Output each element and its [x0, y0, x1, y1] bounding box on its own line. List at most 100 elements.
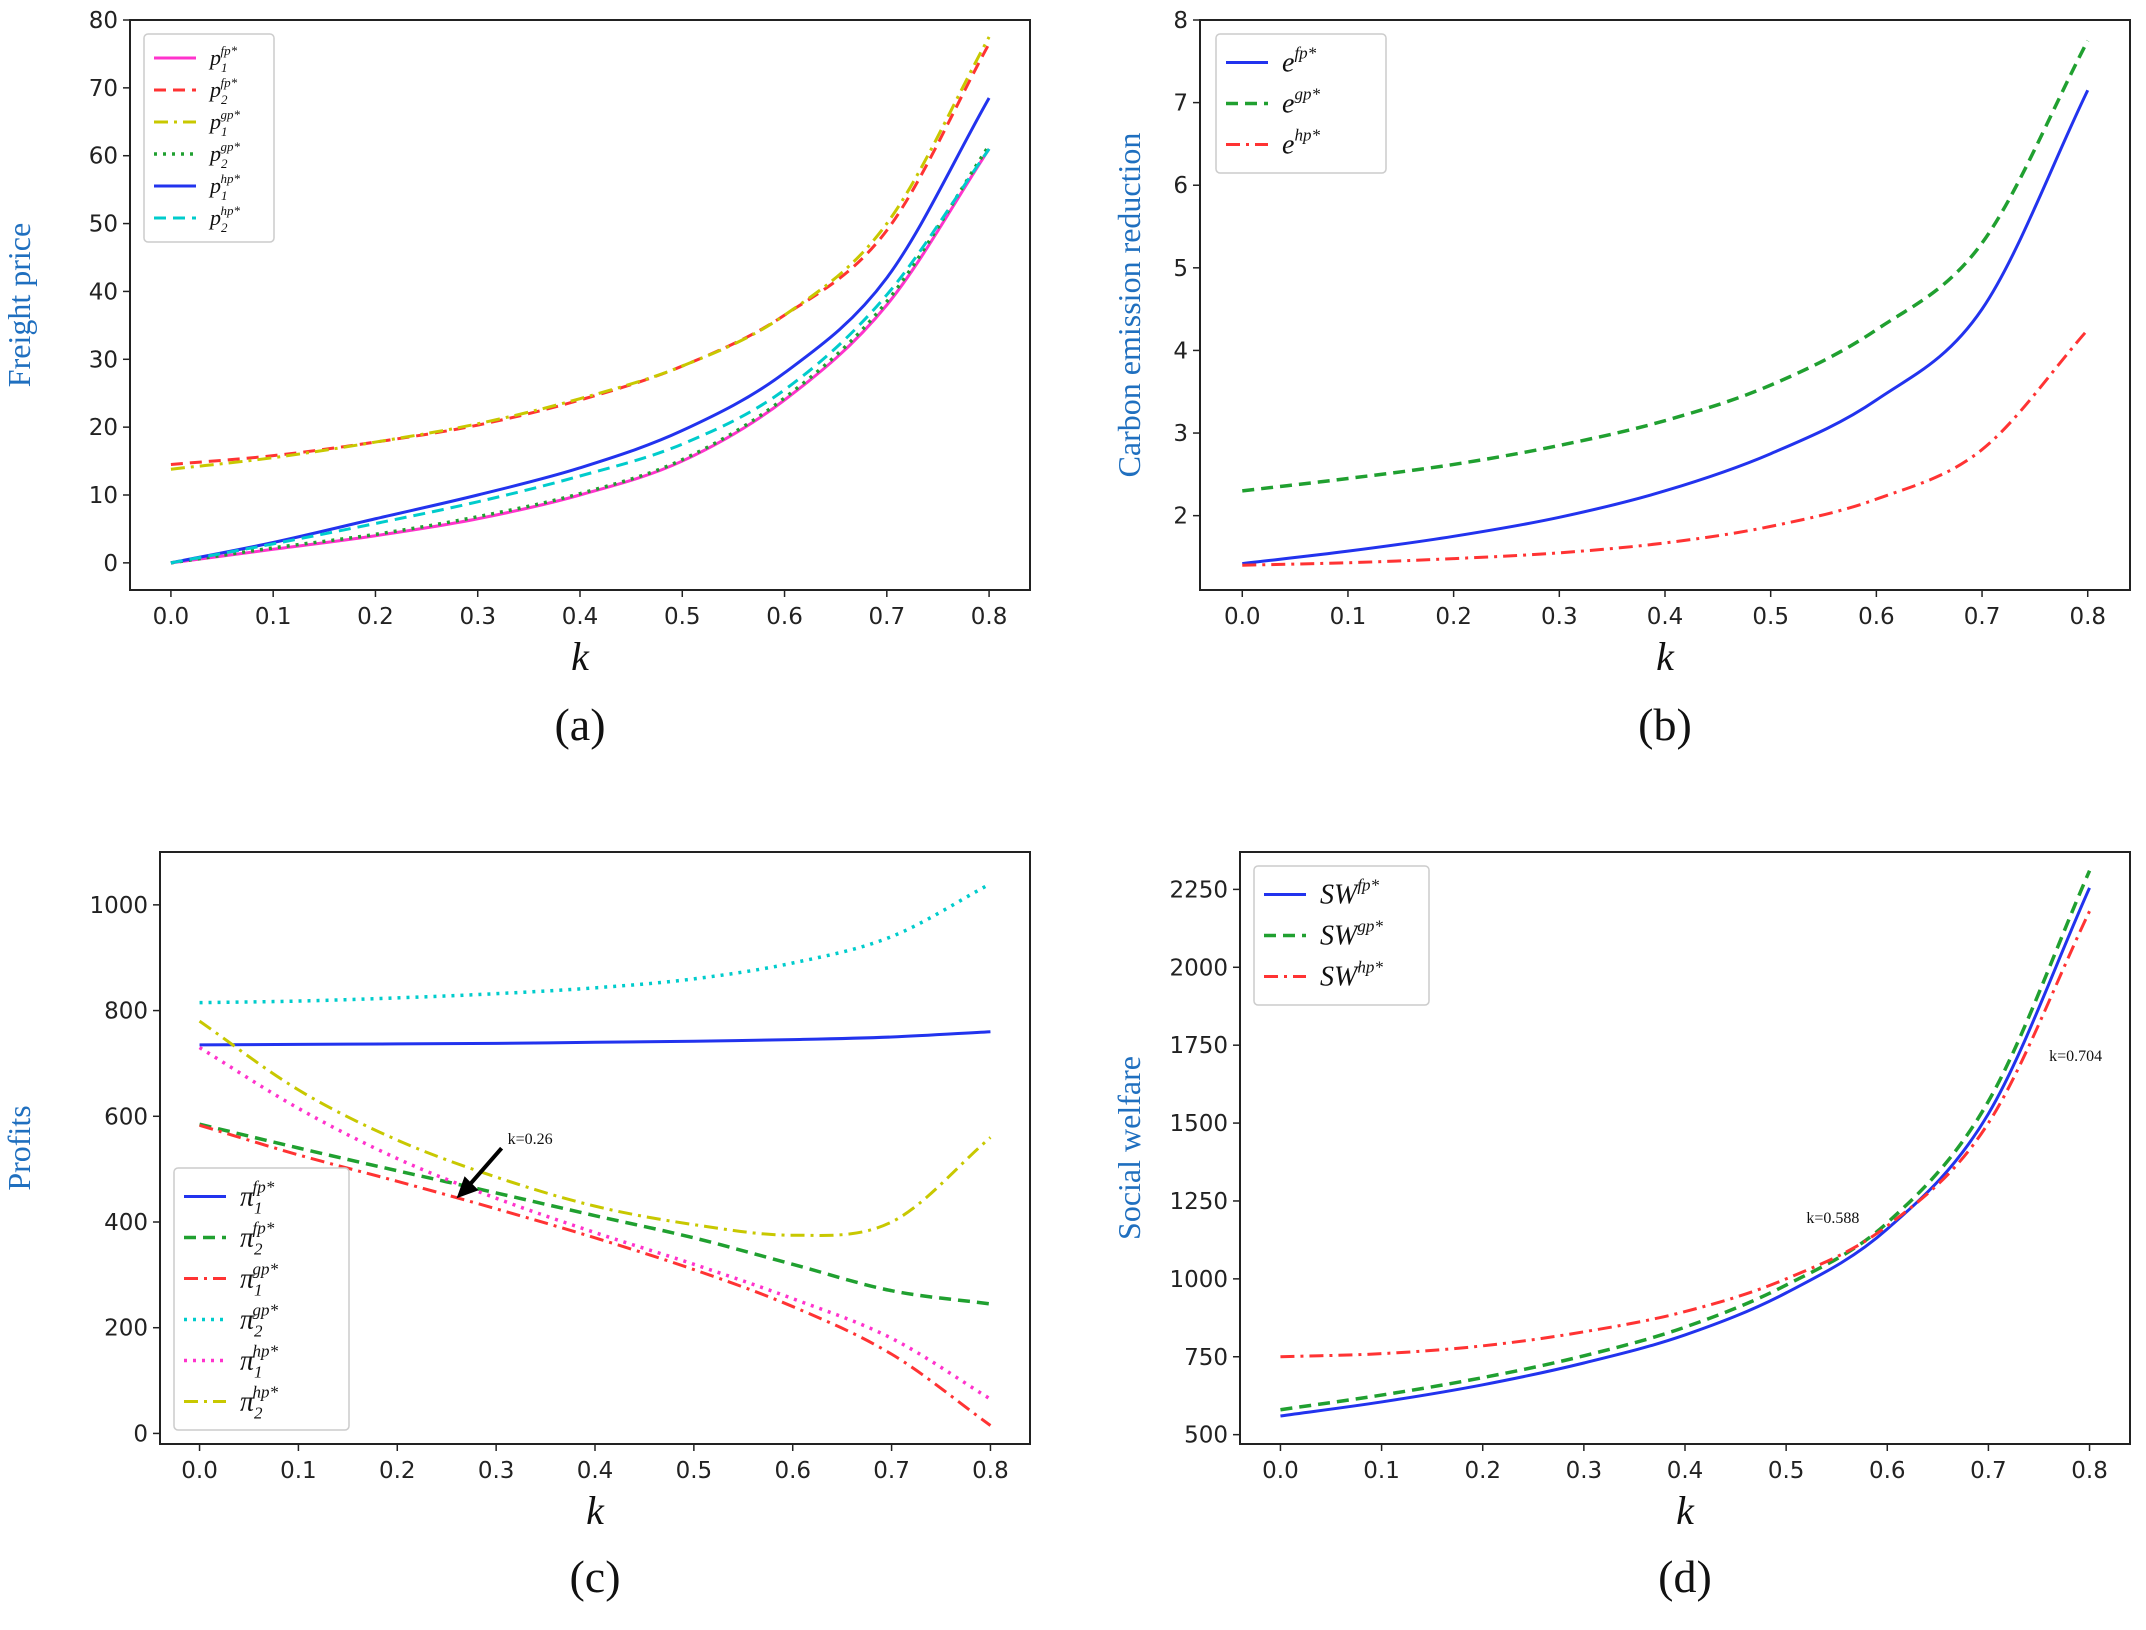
series-line-efp*	[1242, 89, 2090, 566]
x-tick-label: 0.4	[562, 604, 599, 630]
x-tick-label: 0.2	[379, 1458, 416, 1484]
x-tick-label: 0.7	[873, 1458, 910, 1484]
series-line-π2gp*	[199, 882, 992, 1005]
series-line-ehp*	[1242, 328, 2089, 567]
legend-box	[143, 33, 275, 243]
legend-label-egp*: egp*	[1282, 84, 1320, 119]
panel-caption: (c)	[569, 1551, 620, 1602]
y-axis-label: Carbon emission reduction	[1111, 133, 1147, 478]
x-tick-label: 0.5	[1752, 604, 1789, 630]
series-line-π2fp*	[199, 1122, 991, 1306]
y-tick-label: 2	[1173, 504, 1188, 530]
y-tick-label: 0	[133, 1421, 148, 1447]
y-tick-label: 30	[89, 347, 118, 373]
annotation-arrow-head	[456, 1176, 479, 1199]
x-tick-label: 0.7	[1964, 604, 2001, 630]
panel-d-social-welfare: 0.0 0.1 0.2 0.3 0.4 0.5 0.6 0.7 0.8 500 750 1000 125…	[1111, 851, 2131, 1602]
series-line-p2hp*	[170, 148, 991, 565]
y-tick-label: 50	[89, 212, 118, 238]
legend-label-SWfp*: SWfp*	[1320, 875, 1380, 910]
panel-caption: (d)	[1658, 1551, 1712, 1602]
x-tick-label: 0.1	[1363, 1458, 1400, 1484]
legend-box	[173, 1167, 350, 1431]
y-tick-label: 80	[89, 8, 118, 34]
x-tick-label: 0.8	[2071, 1458, 2108, 1484]
series-line-π1hp*	[198, 1046, 992, 1401]
x-tick-label: 0.0	[181, 1458, 218, 1484]
y-tick-label: 200	[104, 1316, 148, 1342]
y-axis-label: Freight price	[1, 223, 37, 387]
x-axis-label: k	[1656, 634, 1675, 679]
x-tick-label: 0.4	[1667, 1458, 1704, 1484]
panel-caption: (a)	[554, 699, 605, 750]
series-line-p2fp*	[170, 43, 991, 466]
legend-label-p2gp*: p2gp*	[208, 139, 241, 171]
x-tick-label: 0.3	[459, 604, 496, 630]
series-line-SWfp*	[1280, 887, 2091, 1418]
legend-label-π2hp*: π2hp*	[240, 1382, 279, 1422]
y-tick-label: 1500	[1169, 1111, 1228, 1137]
x-tick-label: 0.6	[1869, 1458, 1906, 1484]
y-axis-label: Social welfare	[1111, 1056, 1147, 1240]
y-tick-label: 600	[104, 1104, 148, 1130]
y-tick-label: 0	[103, 551, 118, 577]
y-tick-label: 750	[1184, 1345, 1228, 1371]
legend-label-SWhp*: SWhp*	[1320, 957, 1383, 992]
legend: p1fp*p2fp*p1gp*p2gp*p1hp*p2hp*	[143, 33, 275, 243]
y-tick-label: 1000	[1169, 1267, 1228, 1293]
y-tick-label: 6	[1173, 173, 1188, 199]
x-tick-label: 0.1	[280, 1458, 317, 1484]
y-tick-label: 8	[1173, 8, 1188, 34]
y-tick-label: 800	[104, 999, 148, 1025]
legend-label-efp*: efp*	[1282, 43, 1317, 78]
x-tick-label: 0.0	[1224, 604, 1261, 630]
legend-label-p1gp*: p1gp*	[208, 107, 241, 139]
series-line-π1fp*	[199, 1030, 991, 1047]
x-tick-label: 0.0	[1262, 1458, 1299, 1484]
x-tick-label: 0.1	[255, 604, 292, 630]
y-tick-label: 2250	[1169, 877, 1228, 903]
x-tick-label: 0.7	[1970, 1458, 2007, 1484]
x-tick-label: 0.2	[1464, 1458, 1501, 1484]
series-line-p1fp*	[170, 148, 991, 565]
series-line-p2gp*	[170, 144, 991, 565]
x-tick-label: 0.4	[577, 1458, 614, 1484]
panel-caption: (b)	[1638, 699, 1692, 750]
y-tick-label: 1250	[1169, 1189, 1228, 1215]
x-axis-label: k	[1676, 1488, 1695, 1533]
y-tick-label: 1000	[89, 893, 148, 919]
y-tick-label: 3	[1173, 421, 1188, 447]
x-tick-label: 0.5	[676, 1458, 713, 1484]
annotation-label: k=0.704	[2049, 1048, 2102, 1065]
series-line-p1gp*	[170, 36, 991, 471]
y-tick-label: 2000	[1169, 955, 1228, 981]
legend: efp* egp* ehp*	[1215, 33, 1387, 174]
legend-label-ehp*: ehp*	[1282, 125, 1320, 160]
x-tick-label: 0.8	[971, 604, 1008, 630]
x-tick-label: 0.6	[774, 1458, 811, 1484]
legend-label-π2gp*: π2gp*	[240, 1300, 279, 1340]
y-tick-label: 70	[89, 76, 118, 102]
legend-label-p1hp*: p1hp*	[208, 171, 241, 203]
x-tick-label: 0.8	[2069, 604, 2106, 630]
legend-box	[1215, 33, 1387, 174]
series-line-π2hp*	[198, 1019, 992, 1237]
y-tick-label: 4	[1173, 338, 1188, 364]
x-tick-label: 0.6	[766, 604, 803, 630]
y-tick-label: 10	[89, 483, 118, 509]
x-tick-label: 0.3	[478, 1458, 515, 1484]
legend-label-SWgp*: SWgp*	[1320, 916, 1383, 951]
annotation-label: k=0.588	[1806, 1210, 1859, 1227]
legend-box	[1253, 865, 1430, 1006]
series-line-π1gp*	[199, 1123, 992, 1427]
legend-label-π2fp*: π2fp*	[240, 1218, 275, 1258]
y-tick-label: 500	[1184, 1423, 1228, 1449]
x-tick-label: 0.8	[972, 1458, 1009, 1484]
y-tick-label: 40	[89, 279, 118, 305]
annotation-label: k=0.26	[508, 1131, 553, 1148]
y-tick-label: 7	[1173, 91, 1188, 117]
x-tick-label: 0.7	[869, 604, 906, 630]
legend: SWfp* SWgp* SWhp*	[1253, 865, 1430, 1006]
x-axis-label: k	[571, 634, 590, 679]
